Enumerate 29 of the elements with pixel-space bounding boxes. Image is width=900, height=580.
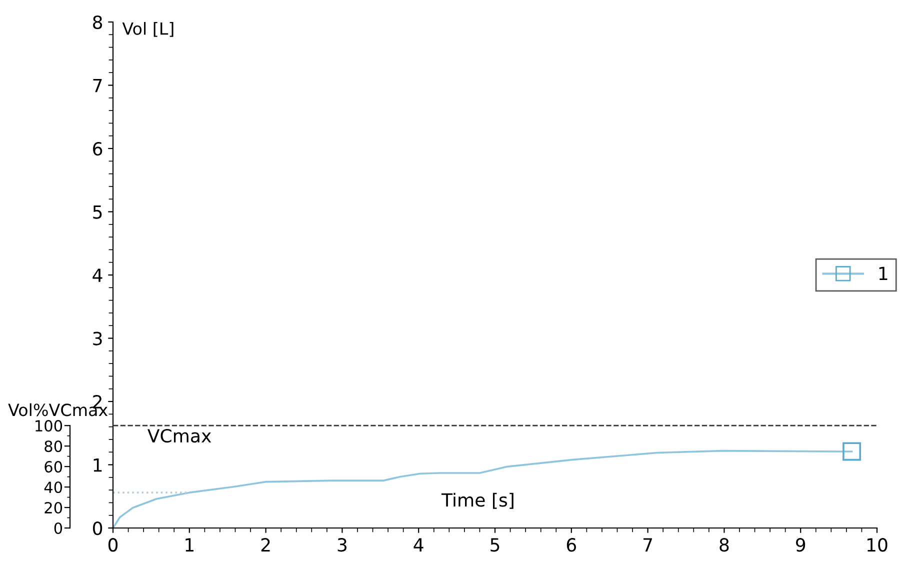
x-tick-label: 4 <box>414 538 424 552</box>
x-tick-label: 10 <box>867 538 888 552</box>
y-tick-label: 0 <box>92 521 102 536</box>
x-tick-label: 1 <box>186 538 194 552</box>
x-tick-label: 6 <box>566 538 576 552</box>
y-tick-label: 6 <box>93 142 102 156</box>
y-tick-label: 5 <box>93 205 102 219</box>
y2-tick-label: 0 <box>54 522 62 534</box>
x-tick-label: 2 <box>261 538 270 552</box>
y-tick-label: 7 <box>93 78 102 92</box>
x-tick-label: 3 <box>338 538 346 552</box>
y2-tick-label: 100 <box>36 420 62 432</box>
y-axis-title: Vol [L] <box>122 22 174 37</box>
y-tick-label: 4 <box>92 268 102 282</box>
y-tick-label: 8 <box>93 15 102 30</box>
y2-tick-label: 20 <box>44 502 62 514</box>
x-tick-label: 7 <box>644 538 652 552</box>
x-tick-label: 0 <box>108 538 118 552</box>
legend-label: 1 <box>879 266 888 280</box>
y2-tick-label: 40 <box>44 481 62 494</box>
y2-tick-label: 80 <box>44 440 62 452</box>
x-axis-title: Time [s] <box>441 492 514 509</box>
x-tick-label: 5 <box>490 538 500 552</box>
y-tick-label: 1 <box>94 458 102 472</box>
y-tick-label: 3 <box>93 332 102 346</box>
ref-line-label: VCmax <box>148 428 212 443</box>
x-tick-label: 9 <box>796 538 806 552</box>
x-tick-label: 8 <box>720 538 729 552</box>
y2-tick-label: 60 <box>44 461 62 473</box>
